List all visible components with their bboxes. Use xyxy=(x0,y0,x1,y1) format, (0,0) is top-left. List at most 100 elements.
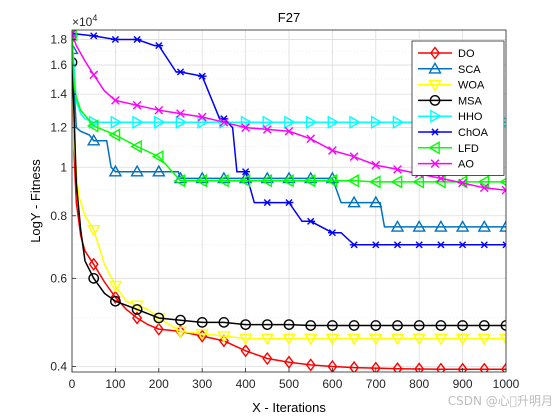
series-marker xyxy=(262,351,273,366)
series-marker xyxy=(132,115,145,129)
series-marker xyxy=(368,175,381,189)
series-marker xyxy=(478,320,490,331)
series-marker xyxy=(413,320,425,331)
series-marker xyxy=(282,174,294,188)
series-marker xyxy=(305,115,318,129)
x-tick-label: 700 xyxy=(366,377,386,391)
series-marker xyxy=(429,95,441,106)
series-marker xyxy=(392,115,405,129)
series-marker xyxy=(284,126,294,136)
series-marker xyxy=(153,115,166,129)
series-marker xyxy=(325,174,338,188)
series-marker xyxy=(393,165,402,174)
series-marker xyxy=(197,112,207,122)
series-marker xyxy=(238,171,253,184)
series-marker xyxy=(371,160,381,170)
series-marker xyxy=(240,344,251,358)
series-marker xyxy=(390,220,405,232)
series-marker xyxy=(152,164,166,177)
series-marker xyxy=(414,241,424,249)
series-marker xyxy=(111,96,120,105)
series-marker xyxy=(305,358,316,372)
series-marker xyxy=(238,174,251,188)
legend-label: SCA xyxy=(458,64,481,76)
series-marker xyxy=(108,164,123,177)
series-marker xyxy=(347,174,359,188)
legend-item-lfd: LFD xyxy=(418,141,479,155)
series-marker xyxy=(282,333,296,346)
series-marker xyxy=(479,362,490,372)
series-marker xyxy=(500,320,506,331)
series-marker xyxy=(434,220,448,232)
series-marker xyxy=(412,220,426,232)
legend: DO SCA WOA MSA HHO ChOA LFD AO xyxy=(411,40,505,176)
x-tick-label: 500 xyxy=(279,377,299,391)
x-tick-label: 600 xyxy=(322,377,342,391)
y-tick-label: 0.4 xyxy=(50,359,67,373)
series-marker xyxy=(392,362,403,372)
series-marker xyxy=(499,333,506,346)
series-marker xyxy=(430,159,440,168)
series-marker xyxy=(110,295,121,307)
series-marker xyxy=(195,174,208,188)
y-tick-label: 0.8 xyxy=(50,209,67,223)
series-marker xyxy=(501,185,506,195)
series-marker xyxy=(325,171,340,184)
series-marker xyxy=(260,174,273,188)
series-marker xyxy=(86,119,99,133)
series-marker xyxy=(108,280,123,293)
y-axis-label: LogY - Fitness xyxy=(28,159,43,243)
x-axis-label: X - Iterations xyxy=(252,400,326,415)
series-marker xyxy=(325,333,340,346)
series-marker xyxy=(306,217,316,225)
series-marker xyxy=(153,322,164,336)
series-marker xyxy=(305,320,317,331)
series-marker xyxy=(328,146,337,155)
series-marker xyxy=(196,316,208,328)
series-marker xyxy=(284,355,294,369)
series-line xyxy=(72,33,506,340)
series-marker xyxy=(282,171,296,184)
series-marker xyxy=(349,115,362,129)
series-marker xyxy=(499,220,506,232)
series-marker xyxy=(241,168,250,176)
y-tick-label: 1.6 xyxy=(50,58,67,72)
x-tick-label: 400 xyxy=(236,377,256,391)
series-layer xyxy=(72,30,506,372)
legend-item-msa: MSA xyxy=(418,95,483,107)
series-marker xyxy=(283,319,295,330)
y-tick-label: 1.8 xyxy=(50,32,67,46)
x-tick-label: 1000 xyxy=(493,377,520,391)
series-marker xyxy=(175,115,188,129)
watermark: CSDN @心 升明月 xyxy=(448,394,553,408)
series-marker xyxy=(88,272,100,284)
series-marker xyxy=(130,164,144,177)
series-marker xyxy=(195,171,209,184)
series-marker xyxy=(349,360,360,372)
series-marker xyxy=(197,72,207,80)
legend-item-ao: AO xyxy=(418,159,474,171)
series-marker xyxy=(86,224,101,237)
series-marker xyxy=(303,174,316,188)
series-marker xyxy=(390,175,403,189)
x-tick-label: 300 xyxy=(192,377,212,391)
y-exponent-label: ×104 xyxy=(72,13,97,29)
y-tick-label: 1 xyxy=(60,160,67,174)
series-line xyxy=(72,37,506,370)
legend-item-do: DO xyxy=(418,46,475,60)
series-marker xyxy=(72,42,79,55)
series-marker xyxy=(218,334,229,348)
legend-item-hho: HHO xyxy=(418,109,483,123)
series-marker xyxy=(455,220,470,232)
x-tick-label: 900 xyxy=(453,377,473,391)
series-marker xyxy=(428,61,442,74)
series-marker xyxy=(262,115,275,129)
series-marker xyxy=(370,361,381,372)
x-tick-label: 800 xyxy=(409,377,429,391)
series-marker xyxy=(217,331,231,344)
series-marker xyxy=(260,171,275,184)
series-marker xyxy=(173,174,186,188)
x-tick-label: 100 xyxy=(105,377,125,391)
series-marker xyxy=(108,128,121,142)
series-marker xyxy=(111,35,120,44)
